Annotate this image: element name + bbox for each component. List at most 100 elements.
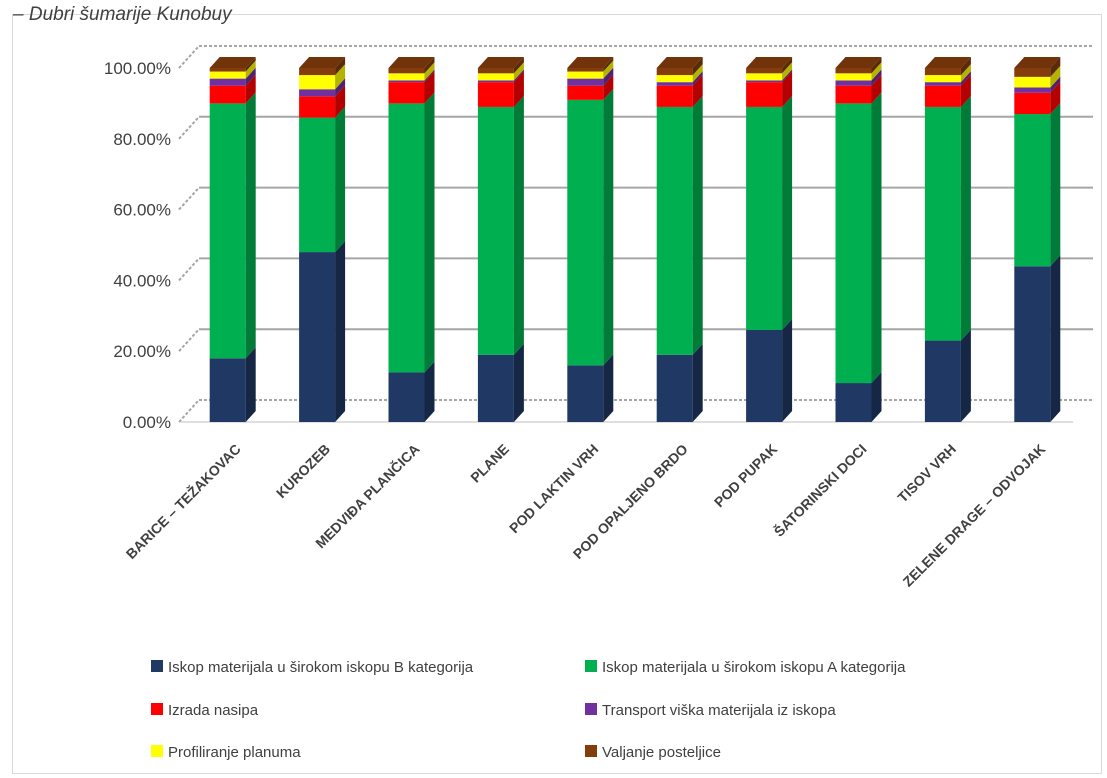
bar-segment (567, 71, 604, 79)
bar-segment (746, 68, 783, 74)
bar-segment (567, 68, 604, 72)
bar-segment (299, 75, 336, 90)
x-tick-label: ŠATORINSKI DOCI (770, 440, 870, 540)
bar-segment (835, 68, 872, 74)
bar-segment-side (424, 361, 435, 422)
bar-segment-side (960, 329, 971, 422)
legend-label: Iskop materijala u širokom iskopu A kate… (602, 659, 906, 676)
bar-segment-side (424, 69, 435, 83)
legend-label: Transport viška materijala iz iskopa (602, 702, 836, 719)
x-tick-label: TISOV VRH (894, 441, 959, 506)
bar-segment-side (513, 57, 524, 74)
bar-segment (924, 340, 961, 422)
bar-segment (656, 75, 693, 83)
bar-segment (656, 68, 693, 76)
bar-segment-side (692, 95, 703, 355)
x-tick-label: KUROZEB (273, 441, 333, 501)
bar-segment (477, 106, 514, 355)
bar-segment (209, 85, 246, 104)
bar-segment (209, 68, 246, 72)
bar-segment (299, 89, 336, 97)
bar-segment-side (871, 372, 882, 422)
y-tick-label: 20.00% (113, 342, 171, 361)
bar-segment (656, 85, 693, 107)
bar-segment (567, 365, 604, 422)
bar-segment (924, 82, 961, 86)
bar-segment (746, 329, 783, 422)
gridline-depth (178, 186, 200, 211)
bar-segment (209, 358, 246, 422)
bar-segment-side (335, 78, 346, 97)
bar-segment (477, 68, 514, 74)
bar-segment (388, 68, 425, 74)
bar-segment-side (245, 60, 256, 79)
bar-segment-side (960, 57, 971, 76)
bar-segment-side (603, 88, 614, 366)
bar-segment (299, 252, 336, 422)
bar-segment-side (603, 67, 614, 86)
bar-segment-side (603, 74, 614, 100)
x-tick-label: ZELENE DRAGE – ODVOJAK (900, 441, 1049, 590)
bar-segment-side (245, 347, 256, 422)
bar-segment (567, 78, 604, 86)
bar-segment-side (960, 74, 971, 107)
bar-top (209, 57, 256, 68)
bar-segment-side (245, 57, 256, 72)
bar-segment (1014, 68, 1051, 77)
legend-label: Iskop materijala u širokom iskopu B kate… (168, 659, 474, 676)
bar-top (656, 57, 703, 68)
gridline-depth (178, 257, 200, 282)
bar-segment-side (513, 71, 524, 107)
bar-segment (209, 71, 246, 79)
bar-segment-side (424, 71, 435, 104)
legend-swatch (585, 703, 597, 715)
bar-segment (924, 75, 961, 83)
legend-swatch (151, 660, 163, 672)
bar-segment (1014, 76, 1051, 88)
legend-swatch (585, 745, 597, 757)
bar-segment-side (692, 343, 703, 422)
bar-segment-side (245, 92, 256, 359)
bar-top (924, 57, 971, 68)
bar-top (477, 57, 524, 68)
bar-segment-side (782, 69, 793, 83)
bar-segment (835, 383, 872, 422)
bar-segment-side (1050, 76, 1061, 93)
bar-segment (835, 73, 872, 81)
bar-segment (567, 85, 604, 100)
bar-segment-side (871, 74, 882, 104)
x-tick-label: POD LAKTIN VRH (506, 441, 601, 536)
bar-segment-side (960, 95, 971, 341)
bar-segment (924, 68, 961, 76)
bar-segment-side (782, 318, 793, 422)
bar-top (746, 57, 793, 68)
bar-segment-side (424, 57, 435, 74)
y-tick-label: 60.00% (113, 201, 171, 220)
bar-segment-side (871, 57, 882, 74)
bar-segment (1014, 114, 1051, 267)
bar-segment (656, 354, 693, 422)
bar-segment-side (692, 57, 703, 76)
bar-segment (835, 85, 872, 104)
bar-segment-side (1050, 57, 1061, 77)
x-tick-label: BARICE – TEŽAKOVAC (122, 440, 244, 562)
bar-segment (299, 117, 336, 253)
bar-segment (1014, 266, 1051, 422)
bar-top (835, 57, 882, 68)
bar-segment-side (782, 57, 793, 74)
bar-segment-side (513, 95, 524, 355)
x-tick-label: PLANE (467, 441, 512, 486)
gridline-depth (178, 116, 200, 140)
bar-segment (388, 372, 425, 422)
bar-segment (477, 80, 514, 83)
bar-segment-side (960, 64, 971, 83)
bar-segment-side (692, 71, 703, 86)
bar-segment (835, 80, 872, 86)
bar-segment-side (871, 62, 882, 81)
y-tick-label: 40.00% (113, 271, 171, 290)
legend-swatch (151, 703, 163, 715)
x-tick-label: POD PUPAK (711, 441, 780, 510)
bar-segment (299, 68, 336, 76)
bar-segment (746, 73, 783, 81)
chart-title: – Dubri šumarije Kunobuy (13, 4, 232, 25)
